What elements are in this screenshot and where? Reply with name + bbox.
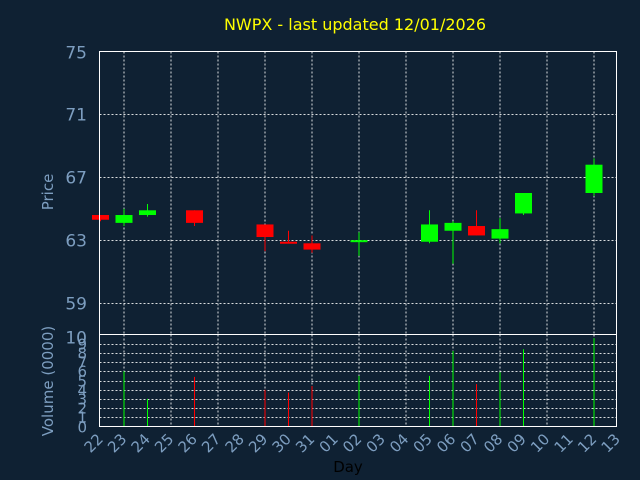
day-tick-label: 11 [551,430,577,456]
volume-tick-label: 8 [77,345,87,363]
candle-body [186,210,203,223]
x-axis-title: Day [333,458,363,476]
day-tick-label: 29 [245,430,271,456]
volume-axis-title: Volume (0000) [39,326,57,436]
day-tick-label: 24 [128,430,154,456]
volume-tick-label: 2 [77,400,87,418]
candle-body [491,229,509,239]
chart-title: NWPX - last updated 12/01/2026 [224,15,486,34]
candle-body [303,243,321,250]
day-tick-label: 05 [410,430,436,456]
candle-body [280,241,297,244]
price-panel: 59 63 67 71 75 Price [39,44,617,335]
price-candles [92,158,603,264]
day-tick-label: 12 [574,430,600,456]
candle-body [92,215,109,220]
volume-tick-label: 7 [77,354,87,372]
candle-body [139,210,156,216]
day-tick-label: 13 [598,430,624,456]
day-tick-labels: 2223242526272829303101020304050607080910… [81,430,624,456]
day-tick-label: 10 [527,430,553,456]
volume-tick-label: 4 [77,382,87,400]
price-tick-label: 71 [65,106,87,126]
volume-tick-label: 0 [77,419,87,437]
volume-tick-label: 1 [77,409,87,427]
volume-bars [123,338,595,427]
day-tick-label: 25 [151,430,177,456]
volume-tick-label: 6 [77,363,87,381]
day-tick-label: 08 [480,430,506,456]
volume-tick-label: 3 [77,391,87,409]
candle-body [256,224,274,238]
price-tick-label: 75 [65,44,87,64]
candle-body [515,193,532,214]
candle-body [115,215,133,223]
price-tick-labels: 59 63 67 71 75 [65,44,87,315]
price-grid [99,51,617,335]
volume-tick-label: 9 [77,336,87,354]
day-tick-label: 31 [292,430,318,456]
volume-grid [99,334,617,427]
candle-body [468,226,485,236]
price-axis-title: Price [39,174,57,211]
day-tick-label: 01 [316,430,342,456]
day-tick-label: 04 [386,430,412,456]
day-tick-label: 03 [363,430,389,456]
price-tick-label: 63 [65,232,87,252]
day-tick-label: 09 [504,430,530,456]
day-tick-label: 28 [222,430,248,456]
price-plot-frame [99,51,617,335]
day-tick-label: 30 [269,430,295,456]
candle-body [421,224,438,242]
price-tick-label: 59 [65,295,87,315]
candle-body [444,222,462,231]
day-tick-label: 07 [457,430,483,456]
candle-body [585,164,603,193]
volume-tick-label: 10 [65,329,87,349]
day-tick-label: 26 [175,430,201,456]
day-tick-label: 06 [433,430,459,456]
day-tick-label: 23 [104,430,130,456]
day-tick-label: 27 [198,430,224,456]
day-tick-label: 02 [339,430,365,456]
price-tick-label: 67 [65,169,87,189]
volume-tick-label: 5 [77,373,87,391]
candle-body [350,240,368,243]
volume-plot-frame [99,334,617,427]
